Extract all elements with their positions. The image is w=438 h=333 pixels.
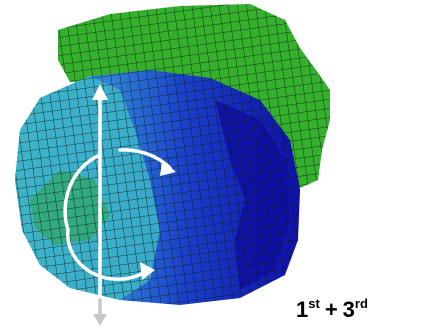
page: {"label": {"first": "1", "first_suffix":…: [0, 0, 438, 333]
label-first: 1: [296, 297, 308, 322]
blue-part: [15, 70, 300, 305]
mode-label: 1st +3rd: [296, 296, 368, 323]
axis-arrowhead-lower: [93, 314, 107, 326]
label-first-suffix: st: [308, 296, 320, 311]
label-second-suffix: rd: [355, 296, 368, 311]
label-plus: +: [325, 297, 338, 322]
label-second: 3: [343, 297, 355, 322]
mesh-rendering: [0, 0, 438, 333]
